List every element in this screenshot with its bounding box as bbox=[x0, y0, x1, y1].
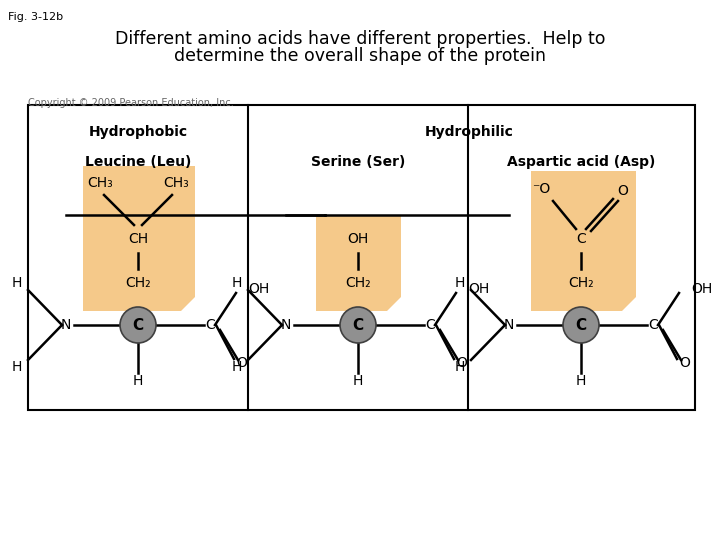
Text: Leucine (Leu): Leucine (Leu) bbox=[85, 155, 192, 169]
Polygon shape bbox=[531, 171, 636, 311]
Circle shape bbox=[563, 307, 599, 343]
Text: H: H bbox=[232, 276, 242, 290]
Text: OH: OH bbox=[347, 232, 369, 246]
Text: O: O bbox=[618, 184, 629, 198]
Text: CH: CH bbox=[128, 232, 148, 246]
Text: H: H bbox=[12, 360, 22, 374]
Text: OH: OH bbox=[468, 282, 490, 296]
Circle shape bbox=[120, 307, 156, 343]
Text: H: H bbox=[454, 276, 465, 290]
Text: H: H bbox=[576, 374, 586, 388]
Circle shape bbox=[340, 307, 376, 343]
Text: Hydrophilic: Hydrophilic bbox=[425, 125, 513, 139]
Text: C: C bbox=[205, 318, 215, 332]
Text: H: H bbox=[454, 360, 465, 374]
Bar bbox=[28, 105, 695, 410]
Text: C: C bbox=[425, 318, 435, 332]
Text: CH₂: CH₂ bbox=[568, 276, 594, 290]
Text: N: N bbox=[60, 318, 71, 332]
Text: C: C bbox=[575, 318, 587, 333]
Text: H: H bbox=[353, 374, 363, 388]
Text: H: H bbox=[132, 374, 143, 388]
Text: Aspartic acid (Asp): Aspartic acid (Asp) bbox=[507, 155, 655, 169]
Text: Copyright © 2009 Pearson Education, Inc.: Copyright © 2009 Pearson Education, Inc. bbox=[28, 98, 234, 108]
Text: N: N bbox=[281, 318, 291, 332]
Text: C: C bbox=[352, 318, 364, 333]
Text: H: H bbox=[12, 276, 22, 290]
Text: CH₂: CH₂ bbox=[125, 276, 150, 290]
Text: Different amino acids have different properties.  Help to: Different amino acids have different pro… bbox=[114, 30, 606, 48]
Text: OH: OH bbox=[248, 282, 269, 296]
Text: ⁻O: ⁻O bbox=[532, 182, 550, 196]
Polygon shape bbox=[316, 216, 401, 311]
Text: Hydrophobic: Hydrophobic bbox=[89, 125, 188, 139]
Text: CH₃: CH₃ bbox=[163, 176, 189, 190]
Text: determine the overall shape of the protein: determine the overall shape of the prote… bbox=[174, 47, 546, 65]
Text: N: N bbox=[504, 318, 514, 332]
Text: O: O bbox=[237, 356, 248, 370]
Polygon shape bbox=[83, 166, 195, 311]
Text: C: C bbox=[576, 232, 586, 246]
Text: CH₃: CH₃ bbox=[87, 176, 113, 190]
Text: O: O bbox=[456, 356, 467, 370]
Text: Fig. 3-12b: Fig. 3-12b bbox=[8, 12, 63, 22]
Text: C: C bbox=[132, 318, 143, 333]
Text: CH₂: CH₂ bbox=[345, 276, 371, 290]
Text: O: O bbox=[680, 356, 690, 370]
Text: C: C bbox=[648, 318, 658, 332]
Text: Serine (Ser): Serine (Ser) bbox=[311, 155, 405, 169]
Text: H: H bbox=[232, 360, 242, 374]
Text: OH: OH bbox=[691, 282, 712, 296]
